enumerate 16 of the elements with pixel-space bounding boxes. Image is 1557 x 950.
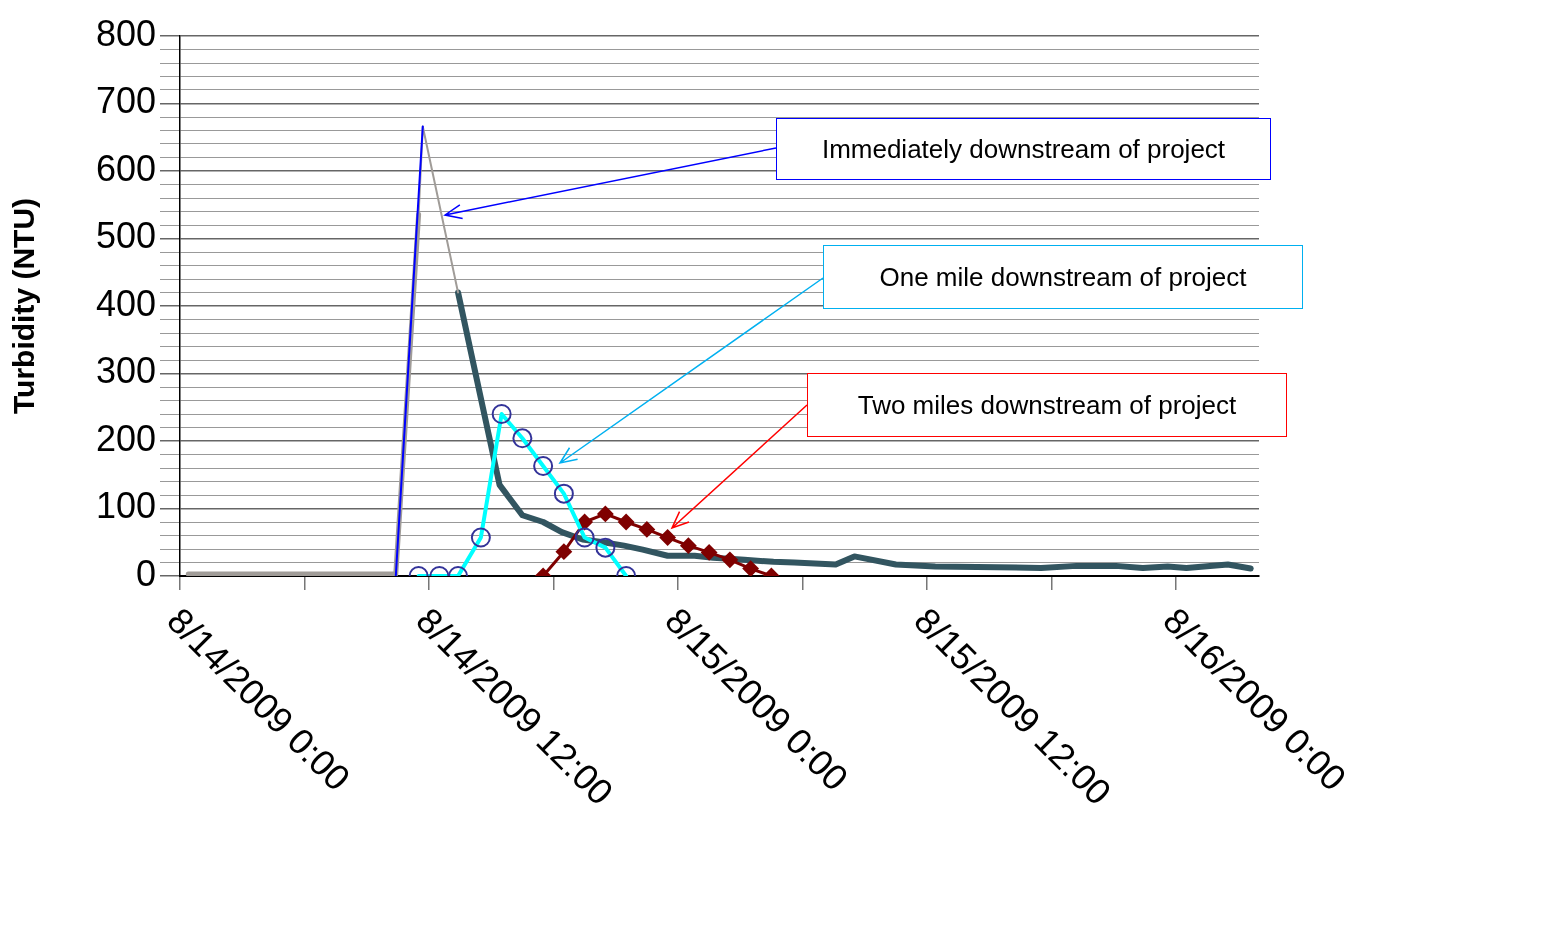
y-tick-label: 0 [135, 552, 156, 594]
note-box: Immediately downstream of project [776, 118, 1271, 180]
y-tick-label: 800 [95, 12, 156, 54]
y-tick-label: 600 [95, 147, 156, 189]
y-tick-label: 100 [95, 485, 156, 527]
annotation: Immediately downstream of project [821, 133, 1226, 165]
y-tick-label: 300 [95, 350, 156, 392]
y-tick-label: 400 [95, 282, 156, 324]
y-tick-label: 200 [95, 417, 156, 459]
y-axis-title: Turbidity (NTU) [7, 197, 41, 415]
y-tick-label: 700 [95, 80, 156, 122]
annotation: Two miles downstream of project [857, 389, 1237, 421]
annotation: One mile downstream of project [879, 261, 1247, 293]
y-tick-label: 500 [95, 215, 156, 257]
note-box: Two miles downstream of project [807, 373, 1287, 437]
note-box: One mile downstream of project [823, 245, 1303, 309]
